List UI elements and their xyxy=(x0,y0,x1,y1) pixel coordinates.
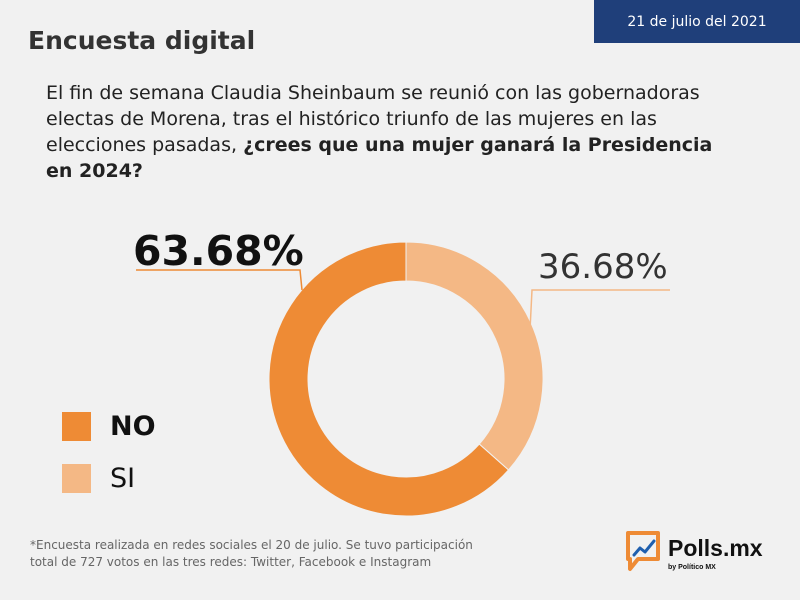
leader-line-si xyxy=(529,289,670,331)
survey-footnote: *Encuesta realizada en redes sociales el… xyxy=(30,537,530,571)
donut-slices xyxy=(268,241,544,517)
data-label-no: 63.68% xyxy=(133,227,304,275)
legend-item-si: SI xyxy=(62,452,156,504)
data-label-si: 36.68% xyxy=(538,247,668,287)
footnote-line-2: total de 727 votos en las tres redes: Tw… xyxy=(30,555,432,569)
legend-item-no: NO xyxy=(62,400,156,452)
polls-logo-icon xyxy=(626,531,660,571)
page-title: Encuesta digital xyxy=(28,26,256,55)
brand-name: Polls.mx xyxy=(668,535,763,561)
brand-logo: Polls.mx by Político MX xyxy=(624,529,794,581)
survey-question: El fin de semana Claudia Sheinbaum se re… xyxy=(46,80,736,184)
date-badge: 21 de julio del 2021 xyxy=(594,0,800,43)
chart-legend: NO SI xyxy=(62,400,156,504)
leader-line-no xyxy=(136,269,303,291)
legend-swatch-no xyxy=(62,411,91,441)
legend-label-no: NO xyxy=(110,410,156,442)
brand-tagline: by Político MX xyxy=(668,564,716,571)
legend-label-si: SI xyxy=(110,462,136,494)
legend-swatch-si xyxy=(62,463,91,493)
question-text: El fin de semana Claudia Sheinbaum se re… xyxy=(46,82,700,156)
donut-slice-no xyxy=(268,241,510,517)
donut-slice-si xyxy=(405,241,544,471)
date-text: 21 de julio del 2021 xyxy=(627,13,767,30)
footnote-line-1: *Encuesta realizada en redes sociales el… xyxy=(30,538,473,552)
question-highlight: ¿crees que una mujer ganará la Presidenc… xyxy=(46,134,713,182)
